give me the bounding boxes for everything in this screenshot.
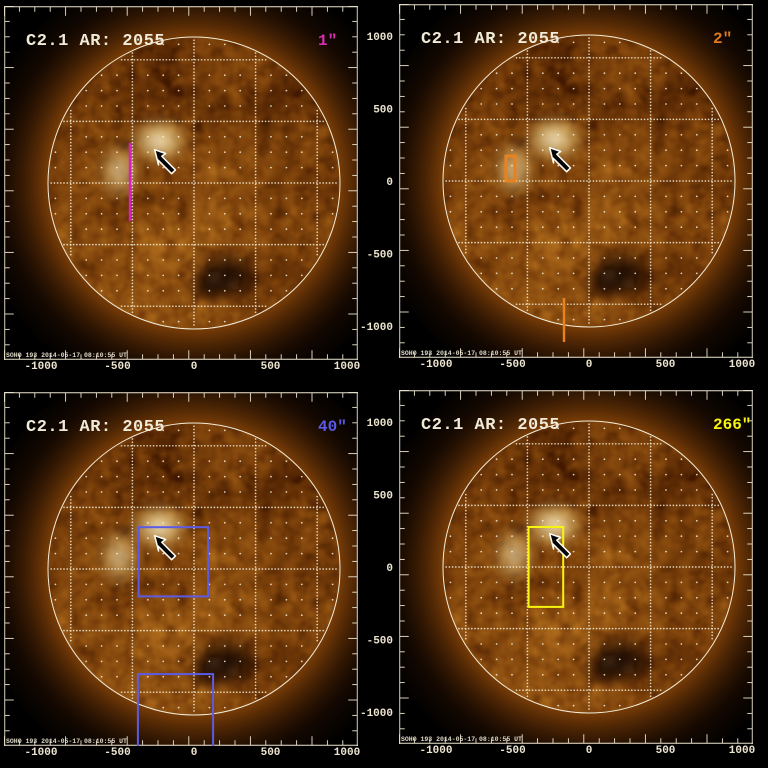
svg-text:0: 0	[191, 361, 198, 373]
svg-text:266": 266"	[713, 416, 751, 434]
svg-text:500: 500	[261, 361, 281, 373]
svg-text:1000: 1000	[367, 32, 393, 44]
svg-text:C2.1 AR: 2055: C2.1 AR: 2055	[26, 418, 165, 437]
svg-text:500: 500	[261, 747, 281, 759]
svg-text:1000: 1000	[367, 418, 393, 430]
svg-text:0: 0	[586, 745, 593, 757]
svg-text:-1000: -1000	[360, 708, 393, 720]
svg-text:-1000: -1000	[24, 747, 57, 759]
svg-text:-500: -500	[367, 636, 393, 648]
svg-text:500: 500	[656, 359, 676, 371]
svg-text:-1000: -1000	[24, 361, 57, 373]
svg-text:-500: -500	[104, 747, 130, 759]
svg-text:C2.1 AR: 2055: C2.1 AR: 2055	[26, 32, 165, 51]
svg-text:-500: -500	[499, 745, 525, 757]
svg-text:500: 500	[656, 745, 676, 757]
svg-text:1000: 1000	[729, 359, 755, 371]
svg-text:0: 0	[386, 177, 393, 189]
svg-text:-1000: -1000	[419, 359, 452, 371]
svg-text:1": 1"	[318, 32, 337, 50]
svg-text:0: 0	[386, 563, 393, 575]
svg-text:1000: 1000	[334, 747, 360, 759]
svg-text:-500: -500	[367, 250, 393, 262]
svg-text:1000: 1000	[729, 745, 755, 757]
svg-text:500: 500	[373, 491, 393, 503]
svg-text:500: 500	[373, 105, 393, 117]
svg-text:C2.1 AR: 2055: C2.1 AR: 2055	[421, 30, 560, 49]
svg-text:-1000: -1000	[419, 745, 452, 757]
svg-text:C2.1 AR: 2055: C2.1 AR: 2055	[421, 416, 560, 435]
svg-text:2": 2"	[713, 30, 732, 48]
svg-text:1000: 1000	[334, 361, 360, 373]
svg-text:40": 40"	[318, 418, 347, 436]
svg-text:0: 0	[586, 359, 593, 371]
svg-text:-500: -500	[499, 359, 525, 371]
svg-text:-500: -500	[104, 361, 130, 373]
svg-text:-1000: -1000	[360, 322, 393, 334]
svg-text:0: 0	[191, 747, 198, 759]
